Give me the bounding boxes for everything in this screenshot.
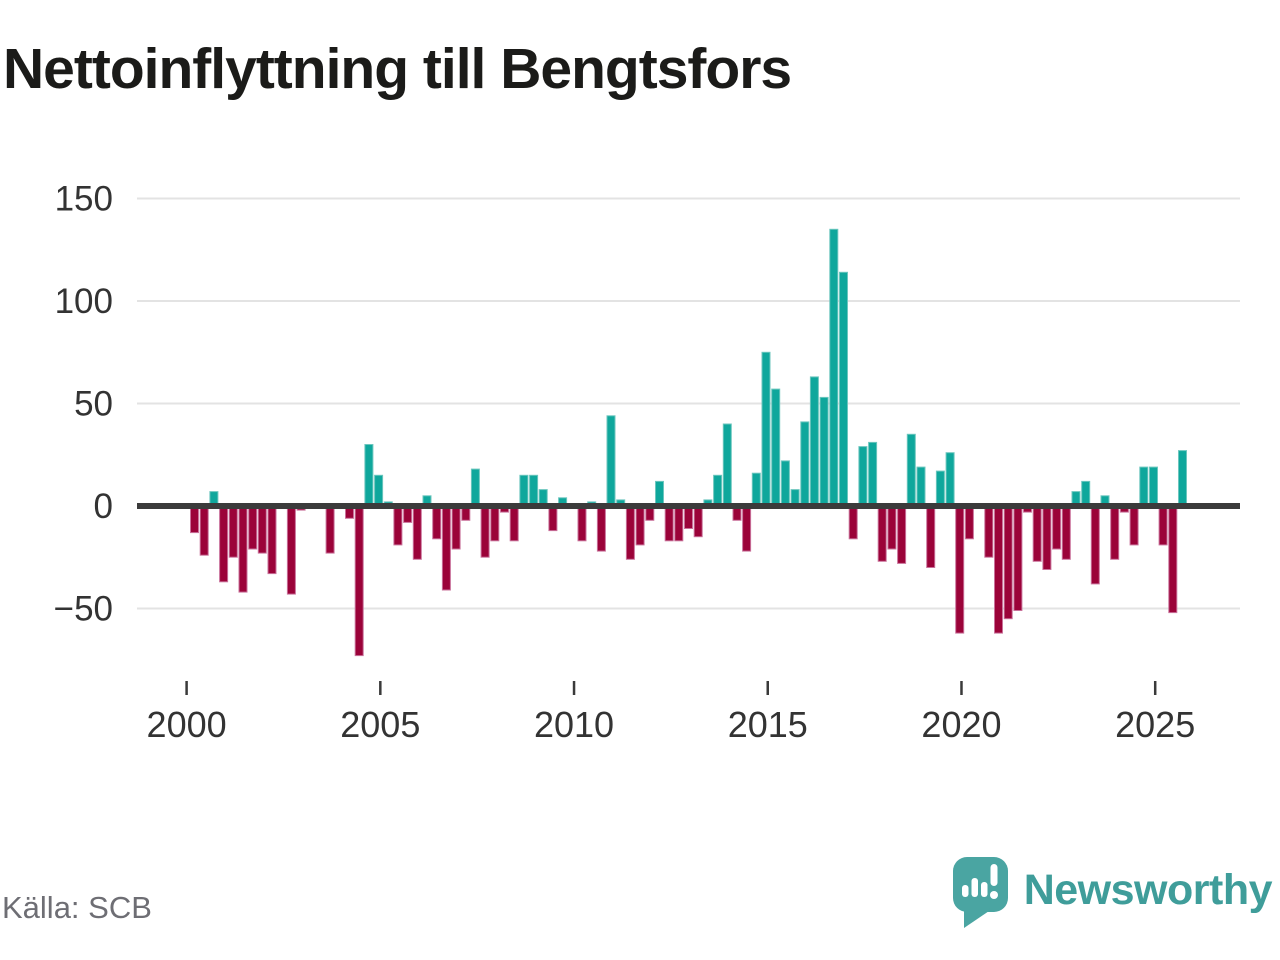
x-tick-label: 2020 xyxy=(921,704,1001,745)
positive-bar xyxy=(780,460,790,507)
negative-bar xyxy=(1168,505,1178,614)
positive-bar xyxy=(829,228,839,507)
y-tick-label: 0 xyxy=(94,487,113,526)
positive-bar xyxy=(606,415,616,507)
negative-bar xyxy=(393,505,403,546)
negative-bar xyxy=(1110,505,1120,560)
brand-name-text: Newsworthy xyxy=(1023,865,1273,914)
negative-bar xyxy=(490,505,500,542)
negative-bar xyxy=(742,505,752,552)
negative-bar xyxy=(848,505,858,540)
negative-bar xyxy=(257,505,267,554)
negative-bar xyxy=(1061,505,1071,560)
y-tick-label: 50 xyxy=(74,385,113,424)
negative-bar xyxy=(412,505,422,560)
positive-bar xyxy=(722,423,732,507)
negative-bar xyxy=(1042,505,1052,570)
positive-bar xyxy=(529,474,539,507)
negative-bar xyxy=(984,505,994,558)
positive-bar xyxy=(839,271,848,507)
positive-bar xyxy=(374,474,384,507)
negative-bar xyxy=(509,505,519,542)
x-tick-label: 2005 xyxy=(340,704,420,745)
x-tick-label: 2010 xyxy=(534,704,614,745)
newsworthy-brand: Newsworthy xyxy=(952,857,1273,928)
negative-bar xyxy=(1003,505,1013,620)
negative-bar xyxy=(964,505,974,540)
negative-bar xyxy=(1158,505,1168,546)
negative-bar xyxy=(354,505,364,657)
positive-bar xyxy=(945,452,955,507)
positive-bar xyxy=(916,466,926,507)
negative-bar xyxy=(267,505,277,575)
positive-bar xyxy=(761,351,771,507)
positive-bar xyxy=(868,441,878,507)
negative-bar xyxy=(596,505,606,552)
negative-bar xyxy=(219,505,229,583)
negative-bar xyxy=(228,505,238,558)
negative-bar xyxy=(286,505,296,595)
newsworthy-logo-icon xyxy=(952,857,1008,928)
negative-bar xyxy=(190,505,199,534)
zero-line xyxy=(137,503,1240,509)
y-tick-label: −50 xyxy=(54,590,113,629)
negative-bar xyxy=(441,505,451,591)
negative-bar xyxy=(1052,505,1062,550)
negative-bar xyxy=(897,505,907,564)
positive-bar xyxy=(470,468,480,507)
positive-bar xyxy=(935,470,945,507)
positive-bar xyxy=(809,376,819,507)
positive-bar xyxy=(819,396,829,507)
negative-bar xyxy=(1090,505,1100,585)
negative-bar xyxy=(548,505,558,532)
negative-bar xyxy=(664,505,674,542)
negative-bar xyxy=(432,505,442,540)
negative-bar xyxy=(248,505,258,550)
negative-bar xyxy=(577,505,587,542)
positive-bar xyxy=(1178,450,1187,507)
positive-bar xyxy=(519,474,529,507)
positive-bar xyxy=(906,433,916,507)
negative-bar xyxy=(1129,505,1139,546)
negative-bar xyxy=(480,505,490,558)
chart-title: Nettoinflyttning till Bengtsfors xyxy=(3,37,792,101)
negative-bar xyxy=(877,505,887,562)
x-tick-label: 2000 xyxy=(147,704,227,745)
negative-bar xyxy=(693,505,703,538)
negative-bar xyxy=(684,505,693,529)
source-text: Källa: SCB xyxy=(2,890,152,925)
negative-bar xyxy=(325,505,335,554)
positive-bar xyxy=(1139,466,1149,507)
positive-bar xyxy=(858,446,868,507)
negative-bar xyxy=(199,505,209,556)
negative-bar xyxy=(926,505,936,568)
negative-bar xyxy=(1013,505,1023,611)
positive-bar xyxy=(800,421,810,507)
negative-bar xyxy=(1032,505,1042,562)
y-tick-label: 150 xyxy=(55,180,113,219)
positive-bar xyxy=(771,388,781,507)
positive-bar xyxy=(364,444,374,507)
negative-bar xyxy=(955,505,965,634)
negative-bar xyxy=(887,505,897,550)
negative-bar xyxy=(238,505,248,593)
positive-bar xyxy=(1081,480,1091,507)
negative-bar xyxy=(674,505,684,542)
positive-bar xyxy=(655,480,664,507)
negative-bar xyxy=(451,505,461,550)
bar-chart-plot: 150 100 50 0 −50 2000 2005 2010 2015 2020 2025 xyxy=(54,180,1240,745)
positive-bar xyxy=(751,472,761,507)
negative-bar xyxy=(625,505,635,560)
positive-bar xyxy=(713,474,723,507)
positive-bar xyxy=(1149,466,1158,507)
x-tick-label: 2025 xyxy=(1115,704,1195,745)
negative-bar xyxy=(635,505,645,546)
x-tick-label: 2015 xyxy=(728,704,808,745)
y-tick-label: 100 xyxy=(55,282,113,321)
negative-bar xyxy=(994,505,1003,634)
